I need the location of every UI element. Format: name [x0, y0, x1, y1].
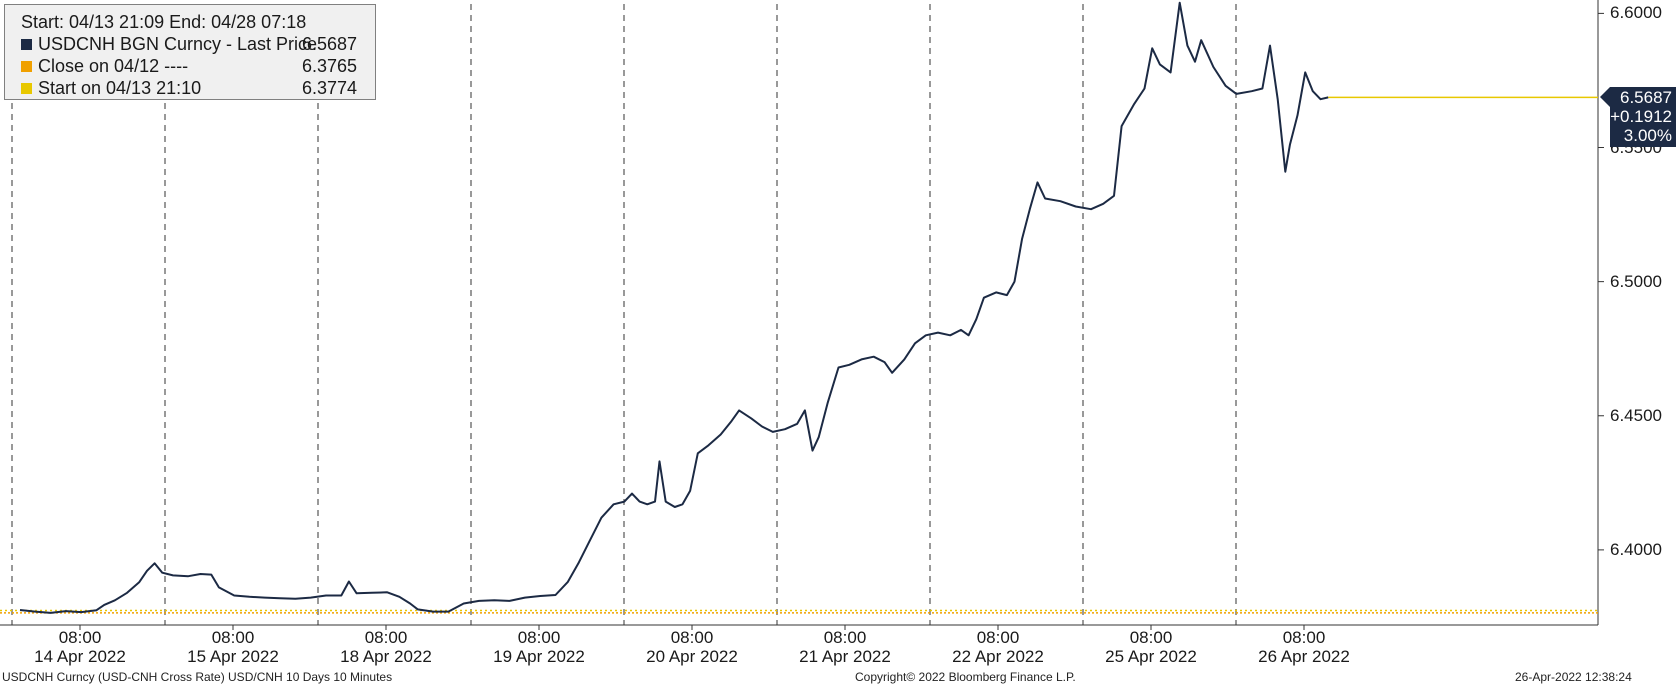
session-separators — [11, 4, 1237, 625]
legend-swatch — [21, 83, 32, 94]
legend-header: Start: 04/13 21:09 End: 04/28 07:18 — [21, 12, 307, 32]
series-layer — [19, 1, 1329, 614]
x-tick-time: 08:00 — [364, 628, 408, 647]
x-tick-time: 08:00 — [517, 628, 561, 647]
legend-label: Start on 04/13 21:10 — [38, 78, 202, 98]
x-tick-time: 08:00 — [58, 628, 102, 647]
last-price-change: +0.1912 — [1610, 107, 1672, 127]
x-tick-date: 15 Apr 2022 — [187, 647, 279, 666]
legend-label: Close on 04/12 ---- — [38, 56, 189, 76]
y-tick-label: 6.4000 — [1610, 539, 1662, 559]
legend-entry-close: Close on 04/12 ---- 6.3765 — [21, 55, 375, 77]
legend-label: USDCNH BGN Curncy - Last Price — [38, 34, 318, 54]
footer-copyright: Copyright© 2022 Bloomberg Finance L.P. — [855, 670, 1076, 684]
x-tick-time: 08:00 — [670, 628, 714, 647]
legend-swatch — [21, 39, 32, 50]
y-tick-label: 6.5000 — [1610, 271, 1662, 291]
legend-entry-last-price: USDCNH BGN Curncy - Last Price 6.5687 — [21, 33, 375, 55]
x-tick-time: 08:00 — [976, 628, 1020, 647]
x-tick-date: 18 Apr 2022 — [340, 647, 432, 666]
x-tick-date: 21 Apr 2022 — [799, 647, 891, 666]
last-price-value: 6.5687 — [1620, 88, 1672, 108]
last-price-pct: 3.00% — [1623, 126, 1672, 146]
footer-security: USDCNH Curncy (USD-CNH Cross Rate) USD/C… — [2, 670, 393, 684]
legend-value: 6.5687 — [301, 34, 357, 54]
x-tick-date: 14 Apr 2022 — [34, 647, 126, 666]
x-tick-date: 20 Apr 2022 — [646, 647, 738, 666]
y-tick-label: 6.6000 — [1610, 3, 1662, 23]
y-tick-label: 6.4500 — [1610, 405, 1662, 425]
footer-timestamp: 26-Apr-2022 12:38:24 — [1515, 670, 1632, 684]
axes — [0, 0, 1604, 630]
reference-lines — [0, 96, 1598, 614]
x-tick-date: 22 Apr 2022 — [952, 647, 1044, 666]
x-tick-date: 19 Apr 2022 — [493, 647, 585, 666]
last-price-box: 6.5687 +0.1912 3.00% — [1600, 87, 1676, 148]
legend-value: 6.3765 — [301, 56, 357, 76]
x-tick-time: 08:00 — [211, 628, 255, 647]
legend-entry-start: Start on 04/13 21:10 6.3774 — [21, 77, 375, 99]
price-series-line — [19, 1, 1329, 614]
x-tick-time: 08:00 — [1129, 628, 1173, 647]
x-tick-date: 25 Apr 2022 — [1105, 647, 1197, 666]
x-tick-date: 26 Apr 2022 — [1258, 647, 1350, 666]
x-tick-time: 08:00 — [823, 628, 867, 647]
legend-value: 6.3774 — [301, 78, 357, 98]
legend-swatch — [21, 61, 32, 72]
x-tick-time: 08:00 — [1282, 628, 1326, 647]
legend[interactable]: Start: 04/13 21:09 End: 04/28 07:18 USDC… — [4, 4, 376, 100]
